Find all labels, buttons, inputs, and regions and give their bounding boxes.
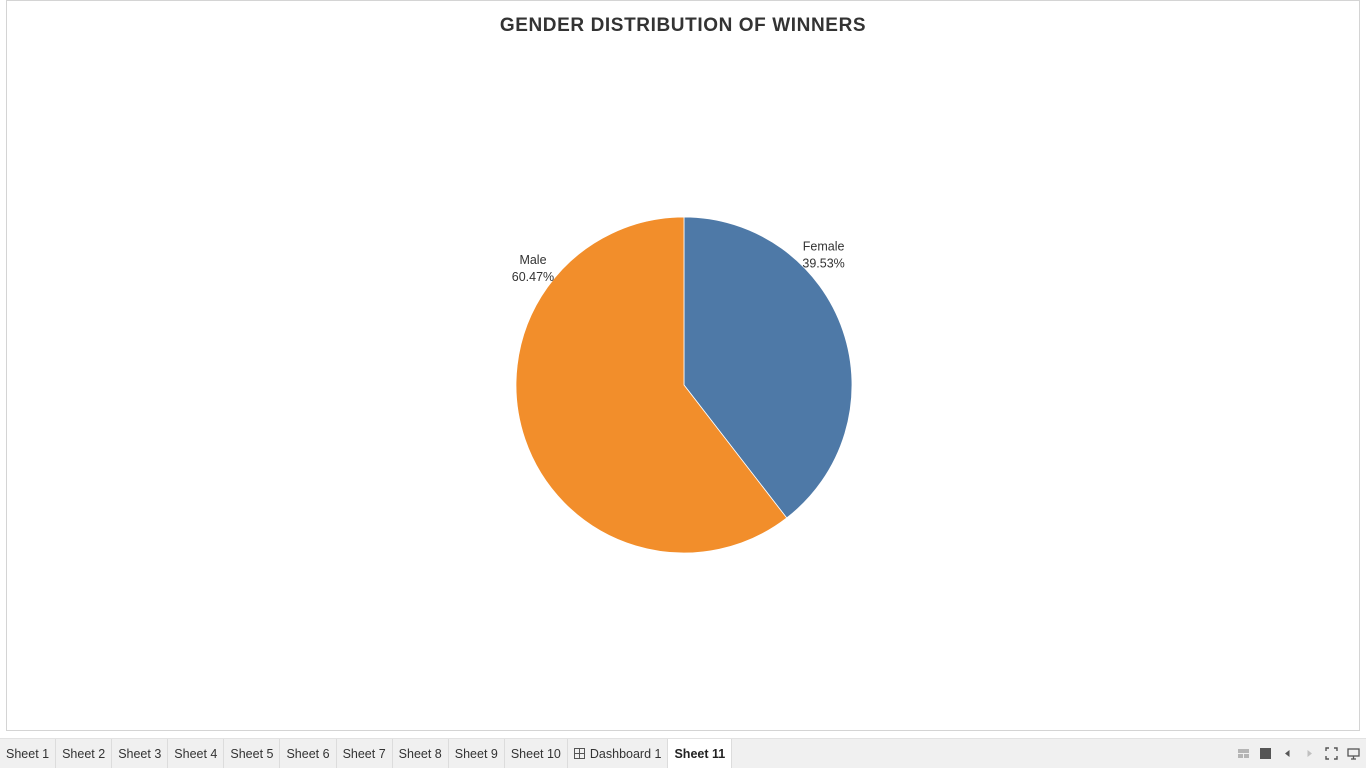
previous-sheet-button[interactable] xyxy=(1281,747,1294,760)
tab-sheet-1[interactable]: Sheet 1 xyxy=(0,739,57,768)
tab-label: Sheet 10 xyxy=(510,746,561,761)
next-sheet-icon xyxy=(1307,750,1312,757)
dashboard-grid-icon xyxy=(573,748,585,759)
tab-label: Sheet 5 xyxy=(230,746,274,761)
tab-label: Sheet 1 xyxy=(6,746,50,761)
tab-label: Sheet 4 xyxy=(174,746,218,761)
show-filmstrip-button[interactable] xyxy=(1237,747,1250,760)
slice-label-female: Female xyxy=(803,240,845,254)
tab-sheet-10[interactable]: Sheet 10 xyxy=(505,739,568,768)
tab-sheet-11[interactable]: Sheet 11 xyxy=(668,739,733,768)
page-title: GENDER DISTRIBUTION OF WINNERS xyxy=(499,15,867,36)
slice-value-male: 60.47% xyxy=(512,270,554,284)
pie-slice-female[interactable] xyxy=(683,216,853,519)
tab-sheet-6[interactable]: Sheet 6 xyxy=(280,739,337,768)
fit-window-icon xyxy=(1325,747,1338,760)
tab-sheet-5[interactable]: Sheet 5 xyxy=(224,739,281,768)
previous-sheet-icon xyxy=(1285,750,1290,757)
next-sheet-button[interactable] xyxy=(1303,747,1316,760)
slice-label-male: Male xyxy=(519,253,546,267)
show-filmstrip-icon xyxy=(1238,749,1249,758)
sheet-tabs: Sheet 1 Sheet 2 Sheet 3 Sheet 4 Sheet 5 … xyxy=(0,739,733,768)
tab-sheet-2[interactable]: Sheet 2 xyxy=(56,739,113,768)
pie-chart: Female 39.53% Male 60.47% xyxy=(512,216,853,554)
tab-label: Sheet 11 xyxy=(674,746,726,761)
tab-sheet-8[interactable]: Sheet 8 xyxy=(393,739,449,768)
presentation-mode-button[interactable] xyxy=(1347,747,1360,760)
tab-label: Sheet 7 xyxy=(342,746,386,761)
show-tabs-button[interactable] xyxy=(1259,747,1272,760)
show-tabs-icon xyxy=(1260,748,1271,759)
pie-slice-male[interactable] xyxy=(515,216,788,554)
fit-window-button[interactable] xyxy=(1325,747,1338,760)
tab-sheet-7[interactable]: Sheet 7 xyxy=(337,739,393,768)
tab-label: Sheet 2 xyxy=(62,746,106,761)
tab-label: Sheet 3 xyxy=(118,746,162,761)
tab-label: Dashboard 1 xyxy=(589,746,662,761)
tab-label: Sheet 6 xyxy=(286,746,330,761)
tab-dashboard-1[interactable]: Dashboard 1 xyxy=(568,739,669,768)
tab-sheet-3[interactable]: Sheet 3 xyxy=(112,739,169,768)
tab-sheet-4[interactable]: Sheet 4 xyxy=(168,739,225,768)
slice-value-female: 39.53% xyxy=(802,257,844,271)
tab-label: Sheet 8 xyxy=(398,746,442,761)
tab-label: Sheet 9 xyxy=(454,746,498,761)
tab-sheet-9[interactable]: Sheet 9 xyxy=(449,739,505,768)
sheet-tab-bar: Sheet 1 Sheet 2 Sheet 3 Sheet 4 Sheet 5 … xyxy=(0,738,1366,768)
worksheet-view: GENDER DISTRIBUTION OF WINNERS Female 39.… xyxy=(6,0,1360,731)
presentation-mode-icon xyxy=(1347,748,1360,760)
sheet-navigation-controls xyxy=(1237,739,1360,768)
